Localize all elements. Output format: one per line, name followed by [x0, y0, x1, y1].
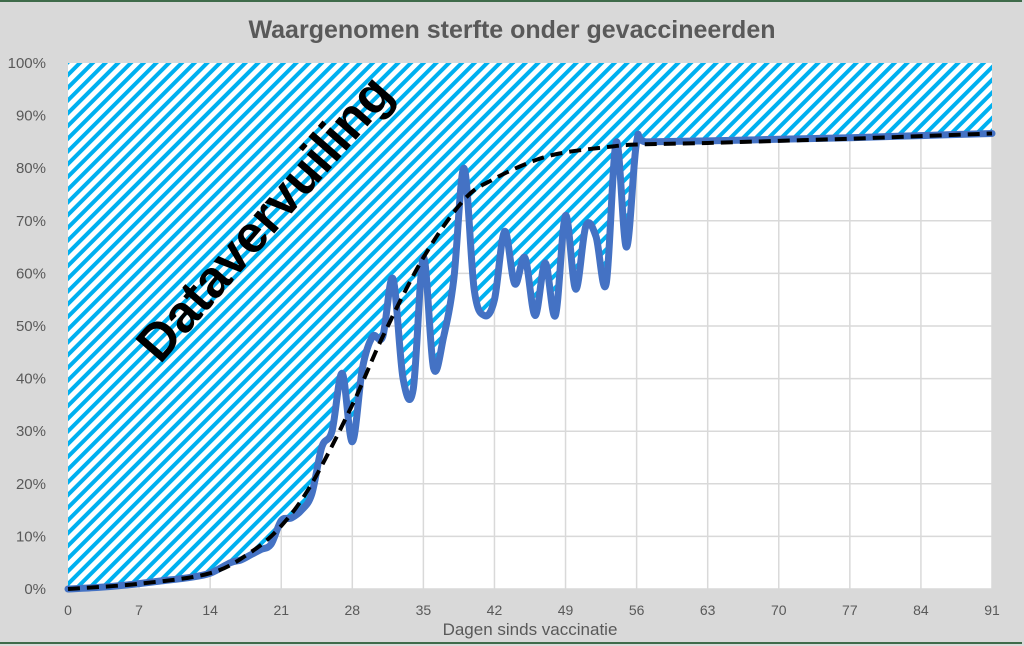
- y-tick-label: 100%: [8, 55, 46, 72]
- y-tick-label: 0%: [24, 581, 46, 598]
- trend-line: [67, 131, 993, 591]
- x-tick-label: 84: [913, 602, 929, 618]
- x-tick-label: 0: [64, 602, 72, 618]
- x-tick-label: 56: [629, 602, 645, 618]
- y-axis-labels: 0% 10% 20% 30% 40% 50% 60% 70% 80% 90% 100%: [8, 55, 46, 598]
- y-tick-label: 20%: [16, 476, 46, 493]
- x-tick-label: 28: [345, 602, 361, 618]
- x-tick-label: 42: [487, 602, 503, 618]
- x-tick-label: 21: [273, 602, 289, 618]
- x-tick-label: 35: [416, 602, 432, 618]
- x-tick-label: 49: [558, 602, 574, 618]
- y-tick-label: 50%: [16, 318, 46, 335]
- y-tick-label: 90%: [16, 108, 46, 125]
- x-tick-label: 70: [771, 602, 787, 618]
- hatched-area: [68, 63, 992, 589]
- x-axis-title: Dagen sinds vaccinatie: [443, 620, 618, 639]
- y-tick-label: 40%: [16, 371, 46, 388]
- x-tick-label: 7: [135, 602, 143, 618]
- y-tick-label: 60%: [16, 265, 46, 282]
- y-tick-label: 70%: [16, 213, 46, 230]
- y-tick-label: 80%: [16, 160, 46, 177]
- x-tick-label: 14: [202, 602, 218, 618]
- x-tick-label: 63: [700, 602, 716, 618]
- y-tick-label: 30%: [16, 423, 46, 440]
- observed-line: [64, 129, 996, 593]
- x-axis-labels: 0 7 14 21 28 35 42 49 56 63 70 77 84 91: [64, 602, 1000, 618]
- chart-title: Waargenomen sterfte onder gevaccineerden: [248, 16, 776, 44]
- y-tick-label: 10%: [16, 528, 46, 545]
- x-tick-label: 77: [842, 602, 858, 618]
- x-tick-label: 91: [984, 602, 1000, 618]
